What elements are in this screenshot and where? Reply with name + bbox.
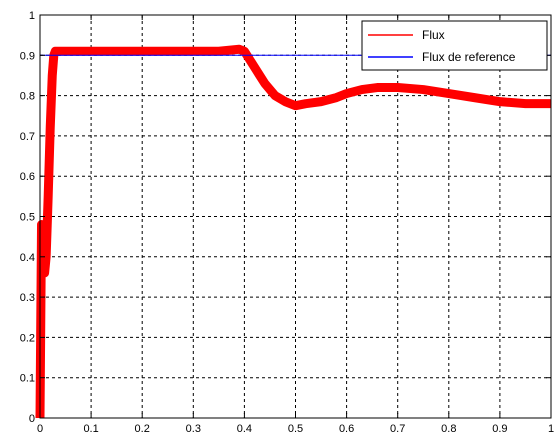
y-tick-label: 0.1 [20, 373, 35, 385]
y-tick-label: 0 [29, 413, 35, 425]
y-tick-label: 0.8 [20, 91, 35, 103]
y-tick-label: 0.4 [20, 252, 35, 264]
y-tick-label: 0.2 [20, 332, 35, 344]
legend-box [361, 20, 548, 71]
ticks: 0 0.1 0.2 0.3 0.4 0.5 0.6 0.7 0.8 0.9 1 0 0.1 0.2 0.3 0… [20, 10, 554, 435]
x-tick-label: 0.1 [83, 423, 98, 435]
y-tick-label: 1 [29, 10, 35, 22]
x-tick-label: 1 [548, 423, 554, 435]
y-tick-label: 0.5 [20, 212, 35, 224]
y-tick-label: 0.9 [20, 50, 35, 62]
y-tick-label: 0.6 [20, 171, 35, 183]
x-tick-label: 0.9 [492, 423, 507, 435]
x-tick-label: 0.5 [288, 423, 303, 435]
x-tick-label: 0.3 [186, 423, 201, 435]
x-tick-label: 0.4 [237, 423, 252, 435]
x-tick-label: 0.2 [135, 423, 150, 435]
legend-label-flux-de-reference: Flux de reference [422, 50, 516, 64]
legend: Flux Flux de reference [361, 20, 548, 71]
x-tick-label: 0.8 [441, 423, 456, 435]
series-flux-line [35, 44, 551, 419]
x-tick-label: 0.7 [390, 423, 405, 435]
legend-label-flux: Flux [422, 28, 445, 42]
x-tick-label: 0.6 [339, 423, 354, 435]
y-tick-label: 0.7 [20, 131, 35, 143]
y-tick-label: 0.3 [20, 292, 35, 304]
x-tick-label: 0 [37, 423, 43, 435]
